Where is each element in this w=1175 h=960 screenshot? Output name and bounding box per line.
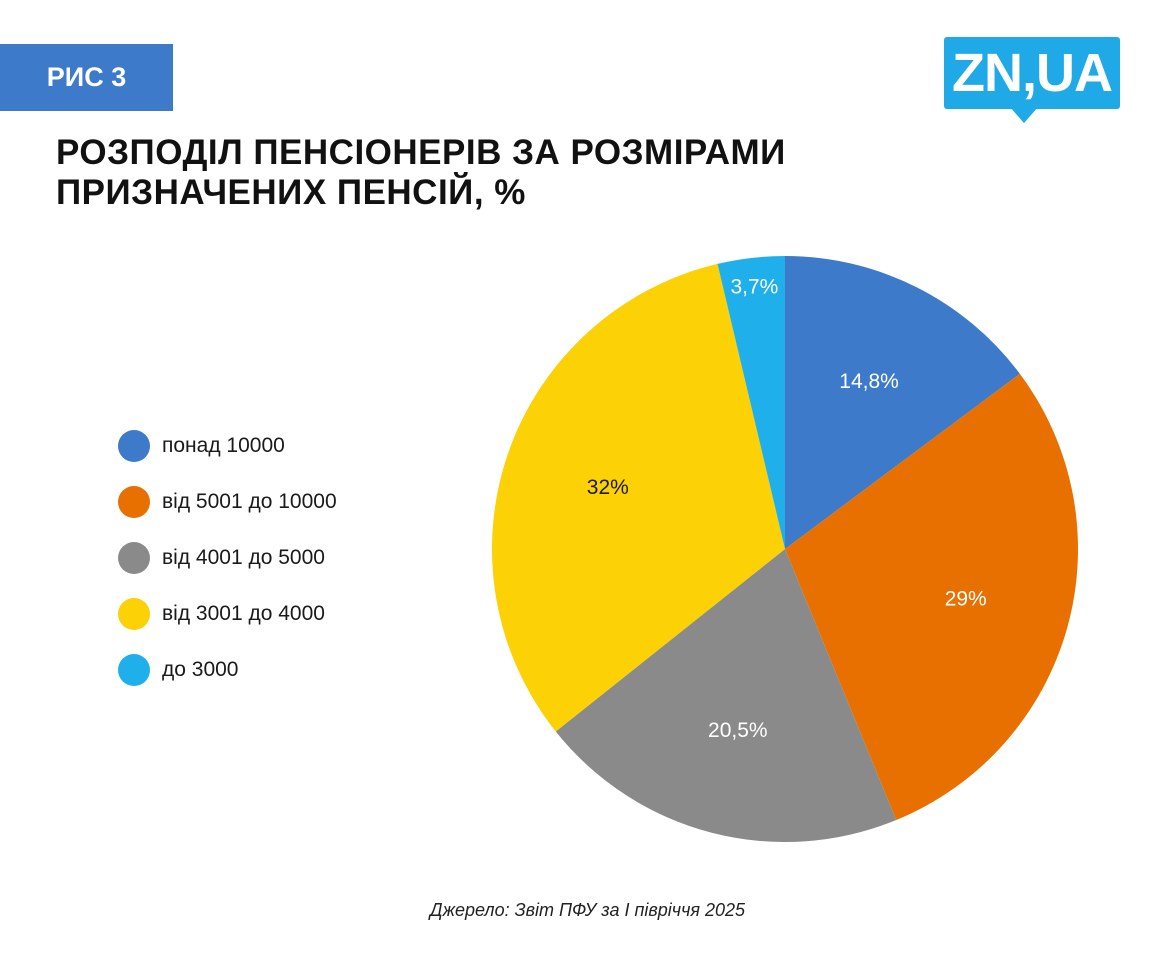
pie-slice xyxy=(555,549,897,842)
chart-title: РОЗПОДІЛ ПЕНСІОНЕРІВ ЗА РОЗМІРАМИ ПРИЗНА… xyxy=(56,133,956,213)
pie-slice xyxy=(785,373,1078,821)
pie-slices xyxy=(492,256,1078,842)
pie-slice-label: 29% xyxy=(945,588,987,611)
chart-title-line-1: РОЗПОДІЛ ПЕНСІОНЕРІВ ЗА РОЗМІРАМИ xyxy=(56,133,786,172)
source-note: Джерело: Звіт ПФУ за І півріччя 2025 xyxy=(429,900,746,920)
legend-swatch xyxy=(118,430,150,462)
pie-slice-label: 3,7% xyxy=(730,276,778,299)
chart-legend: понад 10000 від 5001 до 10000 від 4001 д… xyxy=(118,418,337,698)
legend-swatch xyxy=(118,542,150,574)
figure-label: РИС 3 xyxy=(0,44,173,111)
legend-label: від 3001 до 4000 xyxy=(162,602,325,625)
pie-slice-label: 32% xyxy=(587,476,629,499)
legend-label: понад 10000 xyxy=(162,434,285,457)
legend-item: понад 10000 xyxy=(118,418,337,474)
legend-label: до 3000 xyxy=(162,658,239,681)
pie-slice xyxy=(717,256,785,549)
legend-label: від 5001 до 10000 xyxy=(162,490,337,513)
legend-label: від 4001 до 5000 xyxy=(162,546,325,569)
legend-item: від 5001 до 10000 xyxy=(118,474,337,530)
pie-slice xyxy=(785,256,1020,549)
pie-slice-labels: 14,8% 29% 20,5% 32% 3,7% xyxy=(587,276,987,742)
pie-slice-label: 20,5% xyxy=(708,719,768,742)
legend-swatch xyxy=(118,486,150,518)
pie-slice xyxy=(492,263,785,732)
zn-ua-logo: ZN,UA xyxy=(944,37,1120,109)
legend-item: від 4001 до 5000 xyxy=(118,530,337,586)
logo-text: ZN,UA xyxy=(952,43,1113,103)
chart-title-line-2: ПРИЗНАЧЕНИХ ПЕНСІЙ, % xyxy=(56,173,526,212)
pie-slice-label: 14,8% xyxy=(839,370,899,393)
logo-speech-tail-icon xyxy=(1010,107,1038,123)
legend-swatch xyxy=(118,598,150,630)
legend-item: до 3000 xyxy=(118,642,337,698)
figure-label-text: РИС 3 xyxy=(46,62,127,92)
legend-item: від 3001 до 4000 xyxy=(118,586,337,642)
legend-swatch xyxy=(118,654,150,686)
